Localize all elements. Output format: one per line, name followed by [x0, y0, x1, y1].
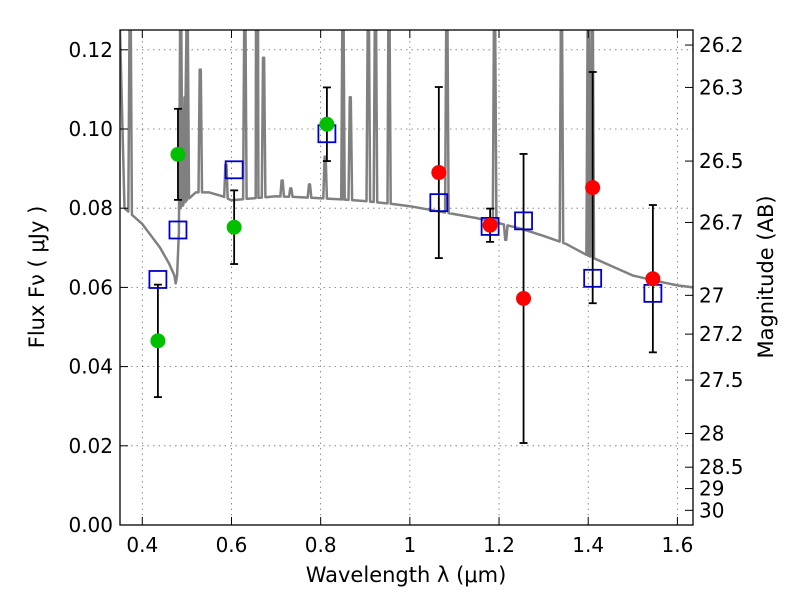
axis-ticks: 0.4 0.6 0.8 1 1.2 1.4 1.6 0.00 0.02 0.04 0.06 0.08 0…	[68, 30, 744, 557]
y-right-tick-label: 26.5	[699, 149, 744, 173]
x-tick-label: 1.6	[661, 533, 693, 557]
data-markers	[148, 116, 663, 349]
y-right-tick-label: 27.5	[699, 368, 744, 392]
y-right-tick-label: 30	[699, 498, 724, 522]
x-tick-label: 1	[403, 533, 416, 557]
x-tick-label: 0.6	[216, 533, 248, 557]
x-tick-label: 1.4	[572, 533, 604, 557]
y-right-tick-label: 28.5	[699, 455, 744, 479]
y-tick-label: 0.06	[68, 275, 113, 299]
data-point-marker	[226, 219, 242, 235]
y-right-axis-label: Magnitude (AB)	[754, 195, 778, 358]
data-point-marker	[482, 217, 498, 233]
x-tick-label: 0.8	[305, 533, 337, 557]
y-tick-label: 0.12	[68, 38, 113, 62]
model-square-marker	[148, 270, 168, 289]
x-tick-label: 1.2	[483, 533, 515, 557]
data-point-marker	[431, 165, 447, 181]
y-right-tick-label: 26.7	[699, 210, 744, 234]
plot-frame	[119, 29, 694, 526]
model-spectrum-layer	[120, 30, 693, 289]
y-right-tick-label: 27.2	[699, 322, 744, 346]
model-square-marker	[168, 220, 188, 240]
data-point-marker	[516, 290, 532, 306]
y-right-tick-label: 26.2	[699, 33, 744, 57]
y-tick-label: 0.02	[68, 434, 113, 458]
y-right-tick-label: 28	[699, 422, 724, 446]
model-spectrum-line	[120, 30, 693, 289]
y-right-tick-label: 26.3	[699, 75, 744, 99]
data-point-marker	[645, 271, 661, 287]
x-axis-label: Wavelength λ (μm)	[306, 563, 507, 587]
model-square-marker	[429, 193, 449, 213]
x-tick-label: 0.4	[126, 533, 158, 557]
data-point-marker	[170, 146, 186, 162]
model-square-marker	[583, 268, 603, 288]
y-tick-label: 0.00	[68, 513, 113, 537]
y-axis-label: Flux Fν ( μJy )	[25, 206, 49, 349]
y-right-tick-label: 27	[699, 283, 724, 307]
data-point-marker	[585, 180, 601, 196]
plot-background	[120, 30, 693, 525]
y-tick-label: 0.04	[68, 355, 113, 379]
y-right-tick-label: 29	[699, 477, 724, 501]
model-square-marker	[514, 211, 533, 231]
data-point-marker	[319, 116, 335, 132]
data-point-marker	[150, 333, 166, 349]
y-tick-label: 0.10	[68, 117, 113, 141]
model-square-marker	[224, 160, 244, 180]
y-tick-label: 0.08	[68, 196, 113, 220]
